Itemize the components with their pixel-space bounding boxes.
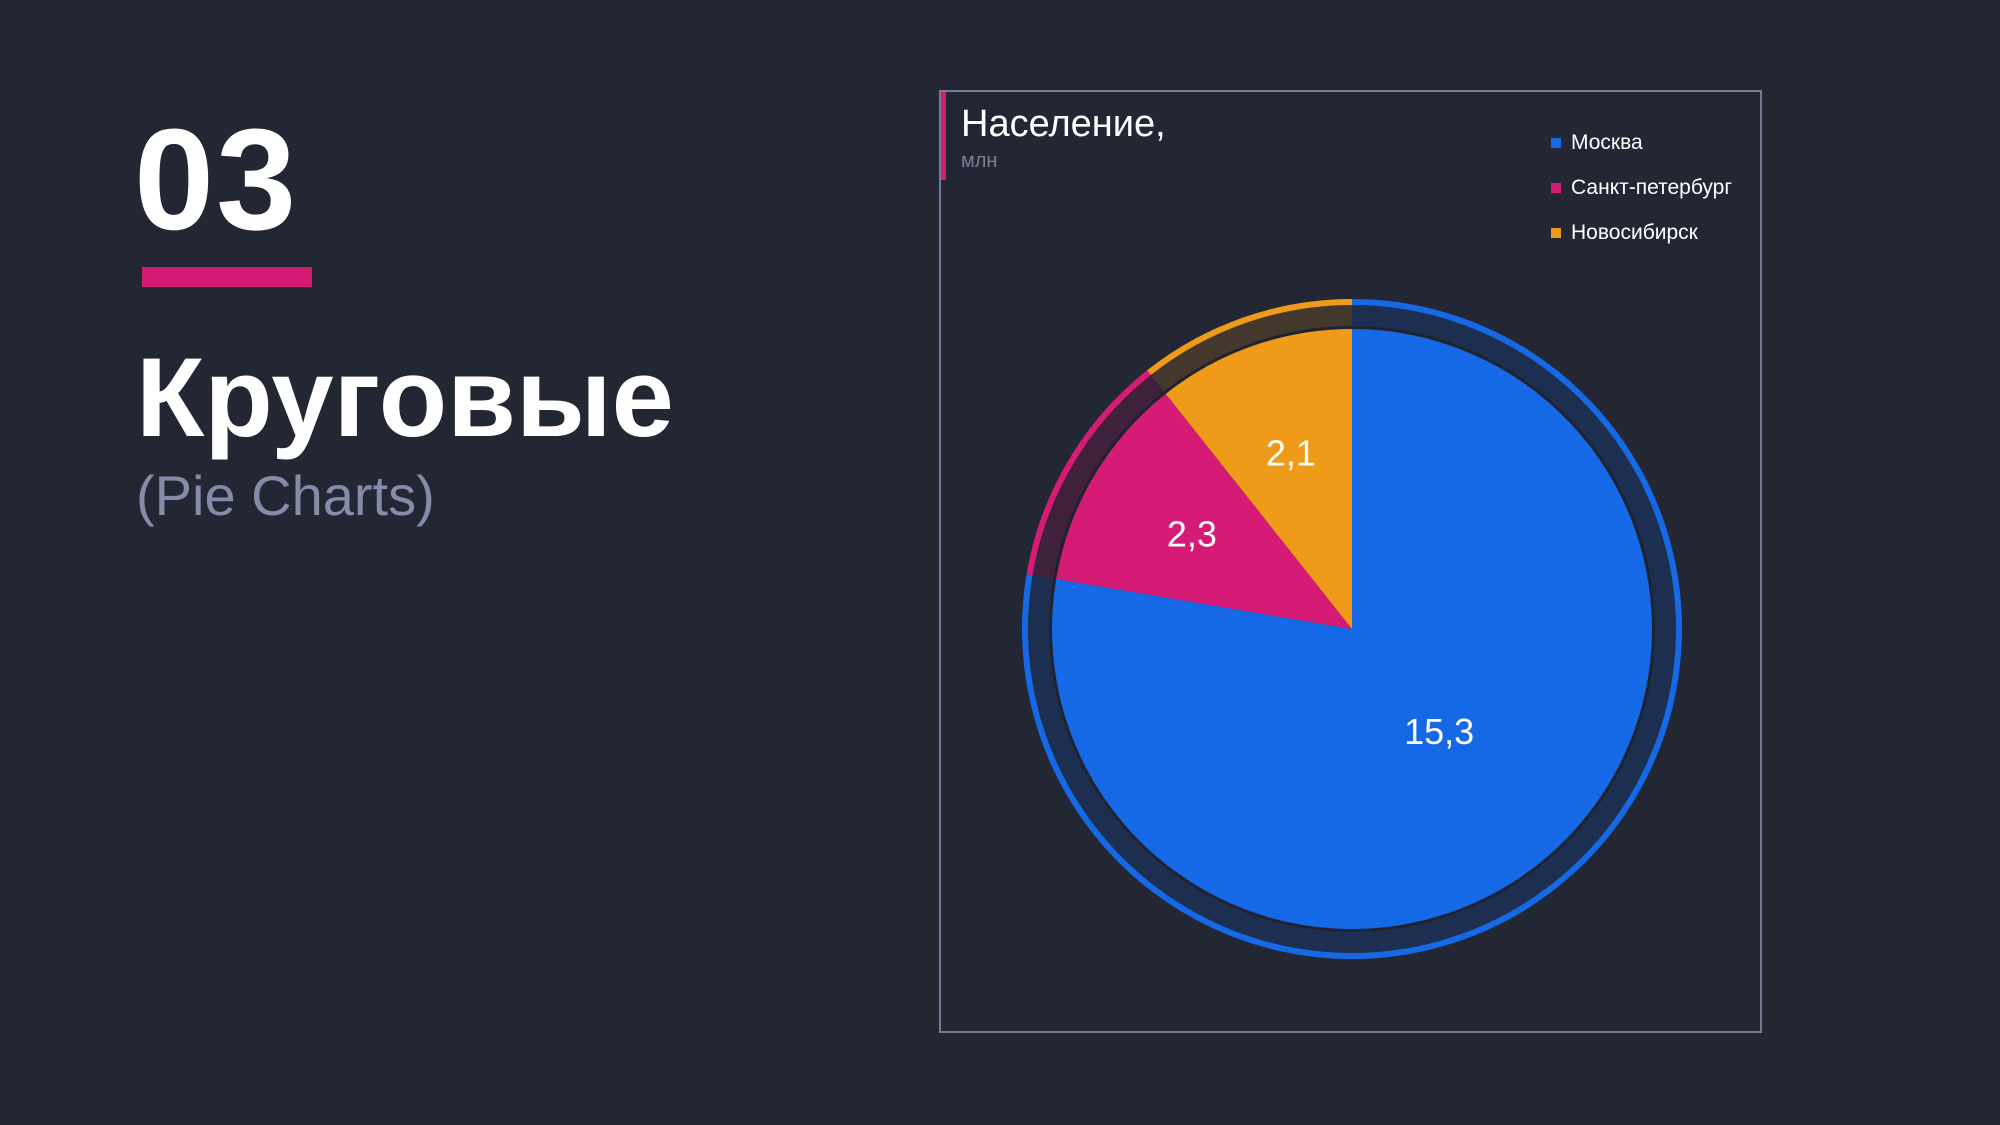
legend-label: Санкт-петербург [1571,175,1732,199]
section-accent-bar [142,267,312,287]
pie-value-label-санкт-петербург: 2,3 [1167,513,1217,554]
chart-frame: Население, млн Москва Санкт-петербург Ново… [939,90,1762,1033]
chart-unit: млн [961,150,998,172]
chart-legend: Москва Санкт-петербург Новосибирск [1551,120,1732,255]
pie-slice-новосибирск [1165,329,1352,629]
legend-swatch [1551,182,1562,193]
slide-subheading: (Pie Charts) [136,464,435,527]
pie-slice-санкт-петербург [1056,393,1352,629]
pie-ring-edge-санкт-петербург [1026,370,1151,576]
pie-value-label-новосибирск: 2,1 [1266,432,1316,473]
chart-title: Население, [961,103,1166,145]
legend-label: Новосибирск [1571,220,1698,244]
pie-shadow-ring [1022,299,1682,959]
legend-item-0: Москва [1551,120,1732,165]
pie-value-label-москва: 15,3 [1404,711,1474,752]
pie-ring-edge-москва [1022,299,1682,959]
pie-chart: 15,3 2,3 2,1 [1022,299,1682,959]
chart-title-accent [941,92,946,180]
legend-label: Москва [1571,130,1643,154]
slide-heading: Круговые [136,335,674,460]
section-number: 03 [134,99,299,260]
pie-ring-band-новосибирск [1148,302,1353,392]
pie-ring-band-москва [1025,302,1679,956]
pie-ring-edge-новосибирск [1147,299,1353,375]
legend-item-2: Новосибирск [1551,210,1732,255]
legend-item-1: Санкт-петербург [1551,165,1732,210]
pie-ring-band-санкт-петербург [1029,372,1164,579]
legend-swatch [1551,227,1562,238]
legend-swatch [1551,137,1562,148]
